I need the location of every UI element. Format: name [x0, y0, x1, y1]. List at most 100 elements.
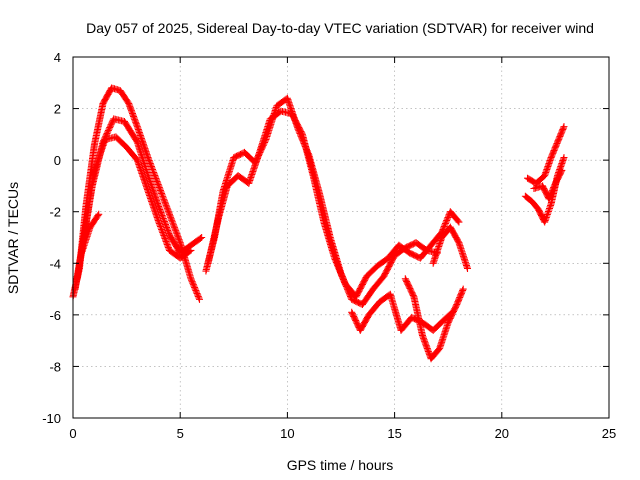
data-point — [176, 237, 184, 245]
data-point — [147, 163, 155, 171]
data-point — [104, 128, 112, 136]
data-point — [442, 218, 450, 226]
data-series — [69, 84, 568, 363]
data-point — [168, 218, 176, 226]
data-point — [187, 275, 195, 283]
y-tick-label: -4 — [49, 256, 61, 271]
data-point — [159, 194, 167, 202]
data-point — [164, 242, 172, 250]
data-point — [158, 212, 166, 220]
data-point — [162, 201, 170, 209]
y-tick-label: -2 — [49, 205, 61, 220]
data-point — [560, 154, 568, 162]
data-point — [161, 198, 169, 206]
data-point — [163, 204, 171, 212]
data-point — [298, 129, 306, 137]
data-point — [163, 203, 171, 211]
data-point — [157, 224, 165, 232]
data-point — [153, 177, 161, 185]
data-point — [155, 203, 163, 211]
data-point — [190, 282, 198, 290]
data-point — [156, 185, 164, 193]
data-point — [191, 284, 199, 292]
data-point — [173, 231, 181, 239]
data-point — [170, 222, 178, 230]
data-point — [558, 166, 566, 174]
series-track-l — [530, 166, 566, 203]
plot-frame — [72, 56, 610, 419]
x-tick-label: 0 — [69, 426, 76, 441]
data-point — [195, 294, 203, 302]
y-tick-label: -6 — [49, 308, 61, 323]
data-point — [189, 279, 197, 287]
chart-title: Day 057 of 2025, Sidereal Day-to-day VTE… — [86, 20, 594, 36]
data-point — [156, 206, 164, 214]
data-point — [146, 160, 154, 168]
data-point — [149, 167, 157, 175]
data-point — [160, 216, 168, 224]
series-track-d — [78, 210, 103, 257]
data-point — [455, 218, 463, 226]
data-point — [158, 227, 166, 235]
x-tick-label: 25 — [602, 426, 616, 441]
data-point — [165, 210, 173, 218]
data-point — [454, 217, 462, 225]
data-point — [444, 214, 452, 222]
x-axis-title: GPS time / hours — [287, 457, 394, 473]
y-tick-label: 4 — [54, 50, 61, 65]
series-track-f — [204, 107, 463, 301]
data-point — [155, 182, 163, 190]
data-point — [557, 168, 565, 176]
data-point — [157, 188, 165, 196]
data-point — [106, 124, 114, 132]
data-point — [159, 228, 167, 236]
data-point — [162, 236, 170, 244]
data-point — [175, 236, 183, 244]
data-point — [443, 217, 451, 225]
series-track-i — [429, 223, 471, 272]
data-point — [154, 180, 162, 188]
data-point — [104, 126, 112, 134]
data-point — [160, 197, 168, 205]
data-point — [146, 158, 154, 166]
data-point — [159, 230, 167, 238]
data-point — [148, 164, 156, 172]
data-point — [187, 246, 195, 254]
data-point — [186, 247, 194, 255]
data-point — [172, 228, 180, 236]
data-point — [164, 243, 172, 251]
data-point — [157, 209, 165, 217]
x-tick-label: 5 — [177, 426, 184, 441]
data-point — [441, 220, 449, 228]
data-point — [159, 215, 167, 222]
data-point — [95, 210, 103, 218]
data-point — [160, 231, 168, 239]
data-point — [162, 237, 170, 245]
y-tick-label: -8 — [49, 359, 61, 374]
data-point — [192, 287, 200, 295]
data-point — [151, 173, 159, 181]
data-point — [151, 171, 159, 179]
data-point — [463, 264, 471, 272]
data-point — [189, 281, 197, 289]
data-point — [167, 213, 175, 221]
y-tick-label: 0 — [54, 153, 61, 168]
data-point — [153, 176, 161, 184]
data-point — [171, 225, 179, 233]
data-point — [169, 221, 177, 229]
data-point — [194, 291, 202, 299]
x-tick-label: 15 — [387, 426, 401, 441]
series-track-h — [401, 275, 467, 363]
data-point — [105, 125, 113, 133]
data-point — [175, 234, 183, 242]
data-point — [145, 155, 153, 163]
data-point — [192, 288, 200, 296]
data-point — [161, 234, 169, 242]
data-point — [155, 183, 163, 191]
data-point — [150, 170, 158, 178]
data-point — [459, 286, 467, 294]
data-point — [193, 289, 201, 297]
data-point — [164, 206, 172, 214]
data-point — [440, 222, 448, 230]
data-point — [168, 216, 176, 224]
